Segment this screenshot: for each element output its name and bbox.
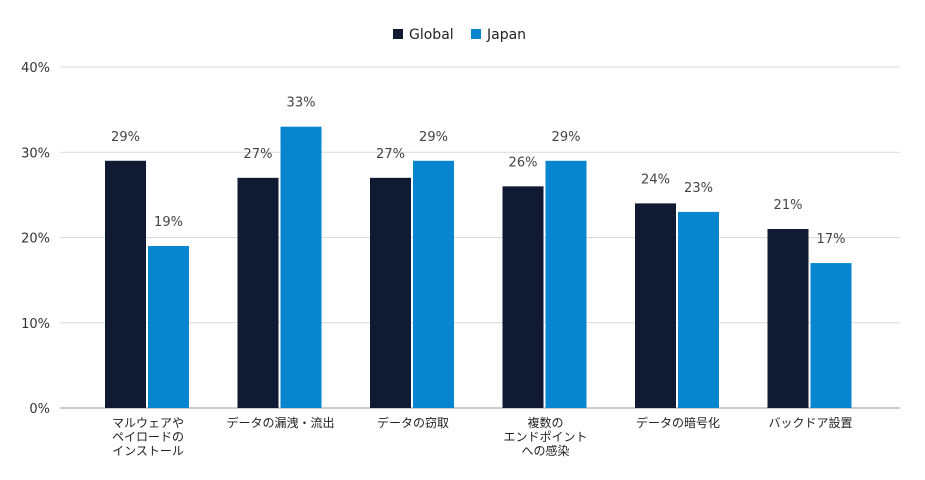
bar-japan [148,246,189,408]
data-label: 19% [154,215,183,230]
legend-label: Global [409,27,454,43]
data-label: 27% [376,147,405,162]
bar-japan [545,160,587,408]
x-tick-label: データの窃取 [377,415,449,430]
x-tick-label: バックドア設置 [768,415,852,430]
bar-global [105,160,146,408]
bar-japan [810,263,852,408]
data-label: 29% [111,130,140,145]
bar-global [370,177,411,408]
bar-global [635,203,676,408]
y-tick-label: 40% [21,61,50,76]
x-tick-label: データの漏洩・流出 [226,415,334,430]
data-label: 17% [817,232,846,247]
y-tick-label: 30% [21,146,50,161]
data-label: 23% [684,181,713,196]
bar-japan [280,126,322,409]
x-tick-label: データの暗号化 [636,415,720,430]
x-tick-label: ペイロードの [112,430,184,444]
bar-japan [413,160,454,408]
data-label: 24% [641,172,670,187]
x-tick-label: 複数の [527,415,563,430]
x-tick-label: への感染 [521,443,569,458]
data-label: 29% [419,130,448,145]
x-tick-label: エンドポイント [503,430,587,444]
data-label: 26% [509,155,538,170]
bar-japan [678,211,719,408]
y-tick-label: 20% [21,232,50,247]
legend-swatch [471,29,481,39]
y-tick-label: 10% [21,317,50,332]
legend-label: Japan [486,27,526,43]
data-label: 33% [287,96,316,111]
x-tick-label: インストール [112,444,184,458]
data-label: 27% [244,147,273,162]
bar-global [767,228,809,408]
x-tick-label: マルウェアや [112,416,184,430]
legend-swatch [393,29,403,39]
y-tick-label: 0% [29,402,50,417]
bar-global [237,177,279,408]
data-label: 21% [774,198,803,213]
data-label: 29% [552,130,581,145]
bar-global [502,186,544,408]
